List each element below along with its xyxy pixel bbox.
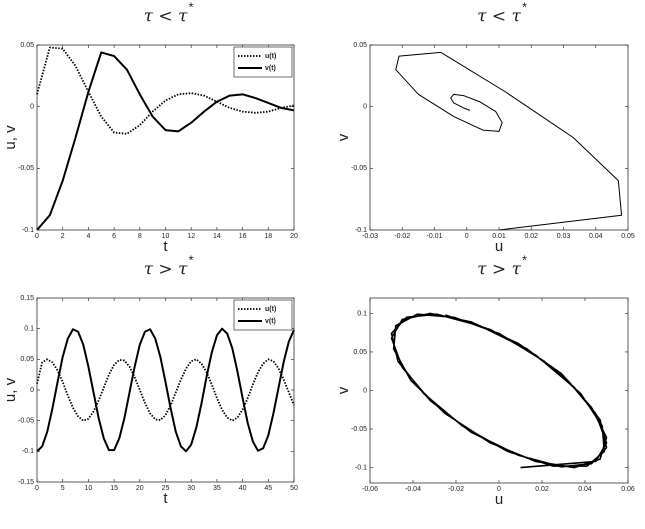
x-tick-label: -0.03 [362, 233, 378, 240]
y-tick-label: -0.1 [355, 464, 367, 471]
x-axis-label: u [495, 238, 503, 255]
x-tick-label: 18 [264, 233, 272, 240]
y-tick-label: -0.1 [22, 227, 34, 234]
x-tick-label: 16 [239, 233, 247, 240]
series-line [36, 51, 295, 231]
x-tick-label: 4 [86, 233, 90, 240]
axes-frame [369, 297, 629, 484]
x-tick-label: 0.03 [557, 233, 571, 240]
title-superscript: * [522, 0, 527, 14]
axes-frame [36, 44, 295, 231]
x-tick-label: 0 [35, 485, 39, 492]
x-tick-label: 0.04 [578, 486, 592, 493]
x-tick-label: 8 [138, 233, 142, 240]
x-tick-label: -0.02 [394, 233, 410, 240]
y-tick-label: 0 [30, 387, 34, 394]
chart-title: τ < τ [477, 7, 521, 27]
title-superscript: * [188, 0, 193, 14]
y-tick-label: 0.05 [20, 356, 34, 363]
y-tick-label: 0 [363, 104, 367, 111]
y-tick-label: 0.1 [357, 310, 367, 317]
x-tick-label: 25 [162, 485, 170, 492]
legend: u(t) v(t) [233, 299, 293, 331]
x-tick-label: 50 [290, 485, 298, 492]
x-tick-label: 0 [465, 233, 469, 240]
y-tick-label: -0.05 [18, 418, 34, 425]
legend-label: u(t) [265, 53, 276, 60]
x-tick-label: 0.04 [589, 233, 603, 240]
chart-title: τ > τ [144, 260, 188, 280]
x-tick-label: 35 [213, 485, 221, 492]
y-tick-label: -0.1 [22, 448, 34, 455]
y-tick-label: 0 [363, 387, 367, 394]
legend-label: v(t) [265, 65, 276, 72]
y-tick-label: -0.15 [18, 479, 34, 486]
y-tick-label: -0.05 [351, 165, 367, 172]
x-tick-label: 0.02 [524, 233, 538, 240]
x-tick-label: -0.01 [427, 233, 443, 240]
y-tick-label: 0.15 [20, 295, 34, 302]
x-tick-label: 0 [35, 233, 39, 240]
x-tick-label: 0.06 [621, 486, 635, 493]
legend-label: v(t) [265, 318, 276, 325]
x-tick-label: 2 [61, 233, 65, 240]
y-axis-label: v [335, 386, 352, 394]
legend-box [233, 299, 293, 331]
x-tick-label: 10 [85, 485, 93, 492]
x-tick-label: 0.02 [535, 486, 549, 493]
y-tick-label: 0.1 [24, 326, 34, 333]
y-tick-label: -0.1 [355, 227, 367, 234]
x-tick-label: 14 [213, 233, 221, 240]
series-line [395, 51, 623, 231]
x-tick-label: 0.05 [621, 233, 635, 240]
x-tick-label: 30 [187, 485, 195, 492]
chart-title: τ > τ [477, 260, 521, 280]
x-axis-label: t [163, 238, 168, 255]
x-tick-label: 20 [136, 485, 144, 492]
x-tick-label: 15 [110, 485, 118, 492]
y-axis-label: u, v [2, 125, 19, 150]
chart-title: τ < τ [144, 7, 188, 27]
legend-label: u(t) [265, 306, 276, 313]
axes-frame [369, 44, 629, 231]
x-tick-label: 20 [290, 233, 298, 240]
y-tick-label: 0.05 [353, 42, 367, 49]
x-tick-label: 40 [239, 485, 247, 492]
y-tick-label: -0.05 [18, 165, 34, 172]
legend: u(t) v(t) [233, 46, 293, 78]
title-superscript: * [522, 252, 527, 267]
x-tick-label: 5 [61, 485, 65, 492]
y-axis-label: u, v [2, 377, 19, 402]
x-axis-label: u [495, 491, 503, 508]
y-axis-label: v [335, 133, 352, 141]
x-tick-label: 0.01 [492, 233, 506, 240]
series-line [390, 312, 608, 469]
x-tick-label: -0.06 [362, 486, 378, 493]
y-tick-label: 0.05 [353, 349, 367, 356]
series-line [36, 358, 295, 422]
series-line [36, 327, 295, 453]
legend-box [233, 46, 293, 78]
y-tick-label: 0 [30, 104, 34, 111]
x-tick-label: 6 [112, 233, 116, 240]
x-tick-label: 12 [187, 233, 195, 240]
x-tick-label: 0 [497, 486, 501, 493]
x-tick-label: 10 [162, 233, 170, 240]
x-axis-label: t [163, 490, 168, 507]
series-line [36, 46, 295, 135]
x-tick-label: -0.02 [448, 486, 464, 493]
x-tick-label: -0.04 [405, 486, 421, 493]
axes-frame [36, 297, 295, 483]
y-tick-label: -0.05 [351, 426, 367, 433]
title-superscript: * [188, 252, 193, 267]
x-tick-label: 45 [264, 485, 272, 492]
y-tick-label: 0.05 [20, 42, 34, 49]
